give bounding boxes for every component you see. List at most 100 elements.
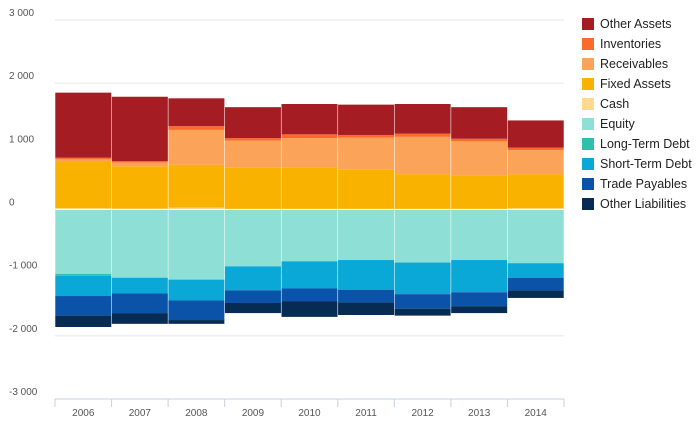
legend-item-trade-payables[interactable]: Trade Payables bbox=[582, 174, 692, 194]
legend-item-fixed-assets[interactable]: Fixed Assets bbox=[582, 74, 692, 94]
bar-segment-equity[interactable] bbox=[394, 209, 451, 263]
legend-item-short-term-debt[interactable]: Short-Term Debt bbox=[582, 154, 692, 174]
bar-segment-other-assets[interactable] bbox=[55, 92, 112, 158]
bar-segment-inventories[interactable] bbox=[55, 157, 112, 159]
bar-segment-other-assets[interactable] bbox=[281, 104, 338, 135]
bar-segment-other-assets[interactable] bbox=[111, 96, 168, 162]
legend-label: Other Assets bbox=[600, 17, 672, 31]
bar-segment-fixed-assets[interactable] bbox=[168, 164, 225, 208]
bar-segment-trade-payables[interactable] bbox=[224, 290, 281, 303]
bar-segment-trade-payables[interactable] bbox=[281, 288, 338, 302]
bar-segment-receivables[interactable] bbox=[168, 129, 225, 165]
bar-segment-short-term-debt[interactable] bbox=[281, 261, 338, 289]
bar-segment-trade-payables[interactable] bbox=[451, 292, 508, 307]
bar-segment-other-liabilities[interactable] bbox=[111, 313, 168, 324]
legend-label: Equity bbox=[600, 117, 635, 131]
legend-item-long-term-debt[interactable]: Long-Term Debt bbox=[582, 134, 692, 154]
bar-segment-equity[interactable] bbox=[111, 209, 168, 278]
bar-segment-trade-payables[interactable] bbox=[111, 293, 168, 314]
legend-swatch bbox=[582, 18, 594, 30]
bar-segment-other-liabilities[interactable] bbox=[168, 320, 225, 324]
bar-segment-receivables[interactable] bbox=[281, 138, 338, 168]
bar-segment-fixed-assets[interactable] bbox=[507, 174, 564, 209]
bar-segment-inventories[interactable] bbox=[168, 126, 225, 130]
bar-segment-cash[interactable] bbox=[55, 208, 112, 210]
bar-segment-inventories[interactable] bbox=[507, 147, 564, 151]
bar-segment-other-assets[interactable] bbox=[224, 107, 281, 139]
bar-segment-receivables[interactable] bbox=[451, 141, 508, 176]
bar-segment-equity[interactable] bbox=[281, 209, 338, 262]
bar-segment-trade-payables[interactable] bbox=[338, 289, 395, 303]
bar-segment-inventories[interactable] bbox=[394, 133, 451, 137]
bar-segment-inventories[interactable] bbox=[281, 134, 338, 139]
legend-item-other-assets[interactable]: Other Assets bbox=[582, 14, 692, 34]
legend-swatch bbox=[582, 38, 594, 50]
bar-segment-short-term-debt[interactable] bbox=[451, 260, 508, 293]
bar-segment-other-liabilities[interactable] bbox=[338, 302, 395, 315]
bar-segment-short-term-debt[interactable] bbox=[111, 277, 168, 294]
bar-segment-equity[interactable] bbox=[507, 209, 564, 264]
bar-segment-short-term-debt[interactable] bbox=[168, 279, 225, 301]
bar-segment-receivables[interactable] bbox=[224, 140, 281, 168]
bar-segment-other-liabilities[interactable] bbox=[55, 315, 112, 327]
bar-segment-equity[interactable] bbox=[55, 209, 112, 274]
bar-segment-receivables[interactable] bbox=[394, 136, 451, 175]
bar-segment-other-assets[interactable] bbox=[507, 120, 564, 148]
bar-segment-trade-payables[interactable] bbox=[507, 277, 564, 291]
bar-segment-fixed-assets[interactable] bbox=[394, 174, 451, 209]
legend-item-cash[interactable]: Cash bbox=[582, 94, 692, 114]
bar-segment-trade-payables[interactable] bbox=[55, 296, 112, 316]
bar-segment-trade-payables[interactable] bbox=[168, 300, 225, 321]
legend-item-equity[interactable]: Equity bbox=[582, 114, 692, 134]
legend-label: Cash bbox=[600, 97, 630, 111]
x-tick-label: 2006 bbox=[72, 408, 95, 419]
bar-segment-receivables[interactable] bbox=[111, 162, 168, 167]
legend-item-other-liabilities[interactable]: Other Liabilities bbox=[582, 194, 692, 214]
bar-segment-other-liabilities[interactable] bbox=[224, 302, 281, 314]
bar-segment-fixed-assets[interactable] bbox=[281, 167, 338, 209]
y-tick-label: 0 bbox=[9, 198, 15, 209]
bar-segment-other-assets[interactable] bbox=[338, 104, 395, 135]
bar-segment-fixed-assets[interactable] bbox=[55, 161, 112, 209]
bar-segment-fixed-assets[interactable] bbox=[451, 175, 508, 209]
bar-segment-receivables[interactable] bbox=[507, 150, 564, 175]
bar-segment-cash[interactable] bbox=[168, 207, 225, 210]
legend-item-receivables[interactable]: Receivables bbox=[582, 54, 692, 74]
bar-segment-inventories[interactable] bbox=[338, 134, 395, 138]
bar-segment-other-assets[interactable] bbox=[394, 104, 451, 134]
bar-segment-other-liabilities[interactable] bbox=[451, 306, 508, 314]
bar-segment-fixed-assets[interactable] bbox=[224, 167, 281, 209]
bar-segment-equity[interactable] bbox=[451, 209, 508, 261]
bar-segment-other-assets[interactable] bbox=[168, 98, 225, 127]
bar-segment-other-liabilities[interactable] bbox=[281, 301, 338, 317]
bar-segment-short-term-debt[interactable] bbox=[394, 262, 451, 295]
bar-segment-fixed-assets[interactable] bbox=[338, 169, 395, 209]
bar-segment-receivables[interactable] bbox=[338, 137, 395, 170]
legend-label: Receivables bbox=[600, 57, 669, 71]
bar-segment-long-term-debt[interactable] bbox=[55, 273, 112, 276]
x-tick-label: 2014 bbox=[525, 408, 548, 419]
bar-segment-inventories[interactable] bbox=[451, 138, 508, 142]
x-axis bbox=[54, 398, 565, 407]
bar-segment-trade-payables[interactable] bbox=[394, 294, 451, 309]
bar-segment-short-term-debt[interactable] bbox=[507, 263, 564, 278]
bar-segment-other-assets[interactable] bbox=[451, 107, 508, 139]
legend-swatch bbox=[582, 138, 594, 150]
legend-item-inventories[interactable]: Inventories bbox=[582, 34, 692, 54]
bar-segment-other-liabilities[interactable] bbox=[507, 290, 564, 298]
bar-segment-other-liabilities[interactable] bbox=[394, 308, 451, 316]
bar-segment-cash[interactable] bbox=[507, 208, 564, 210]
bar-segment-inventories[interactable] bbox=[224, 138, 281, 141]
legend-swatch bbox=[582, 158, 594, 170]
bar-segment-short-term-debt[interactable] bbox=[55, 275, 112, 297]
bar-segment-receivables[interactable] bbox=[55, 158, 112, 162]
bar-segment-short-term-debt[interactable] bbox=[224, 266, 281, 291]
bar-segment-fixed-assets[interactable] bbox=[111, 166, 168, 209]
bar-segment-equity[interactable] bbox=[338, 209, 395, 261]
bar-segment-equity[interactable] bbox=[224, 209, 281, 267]
bar-segment-equity[interactable] bbox=[168, 209, 225, 280]
bar-segment-short-term-debt[interactable] bbox=[338, 260, 395, 290]
x-tick-label: 2012 bbox=[411, 408, 434, 419]
bar-segment-inventories[interactable] bbox=[111, 161, 168, 163]
